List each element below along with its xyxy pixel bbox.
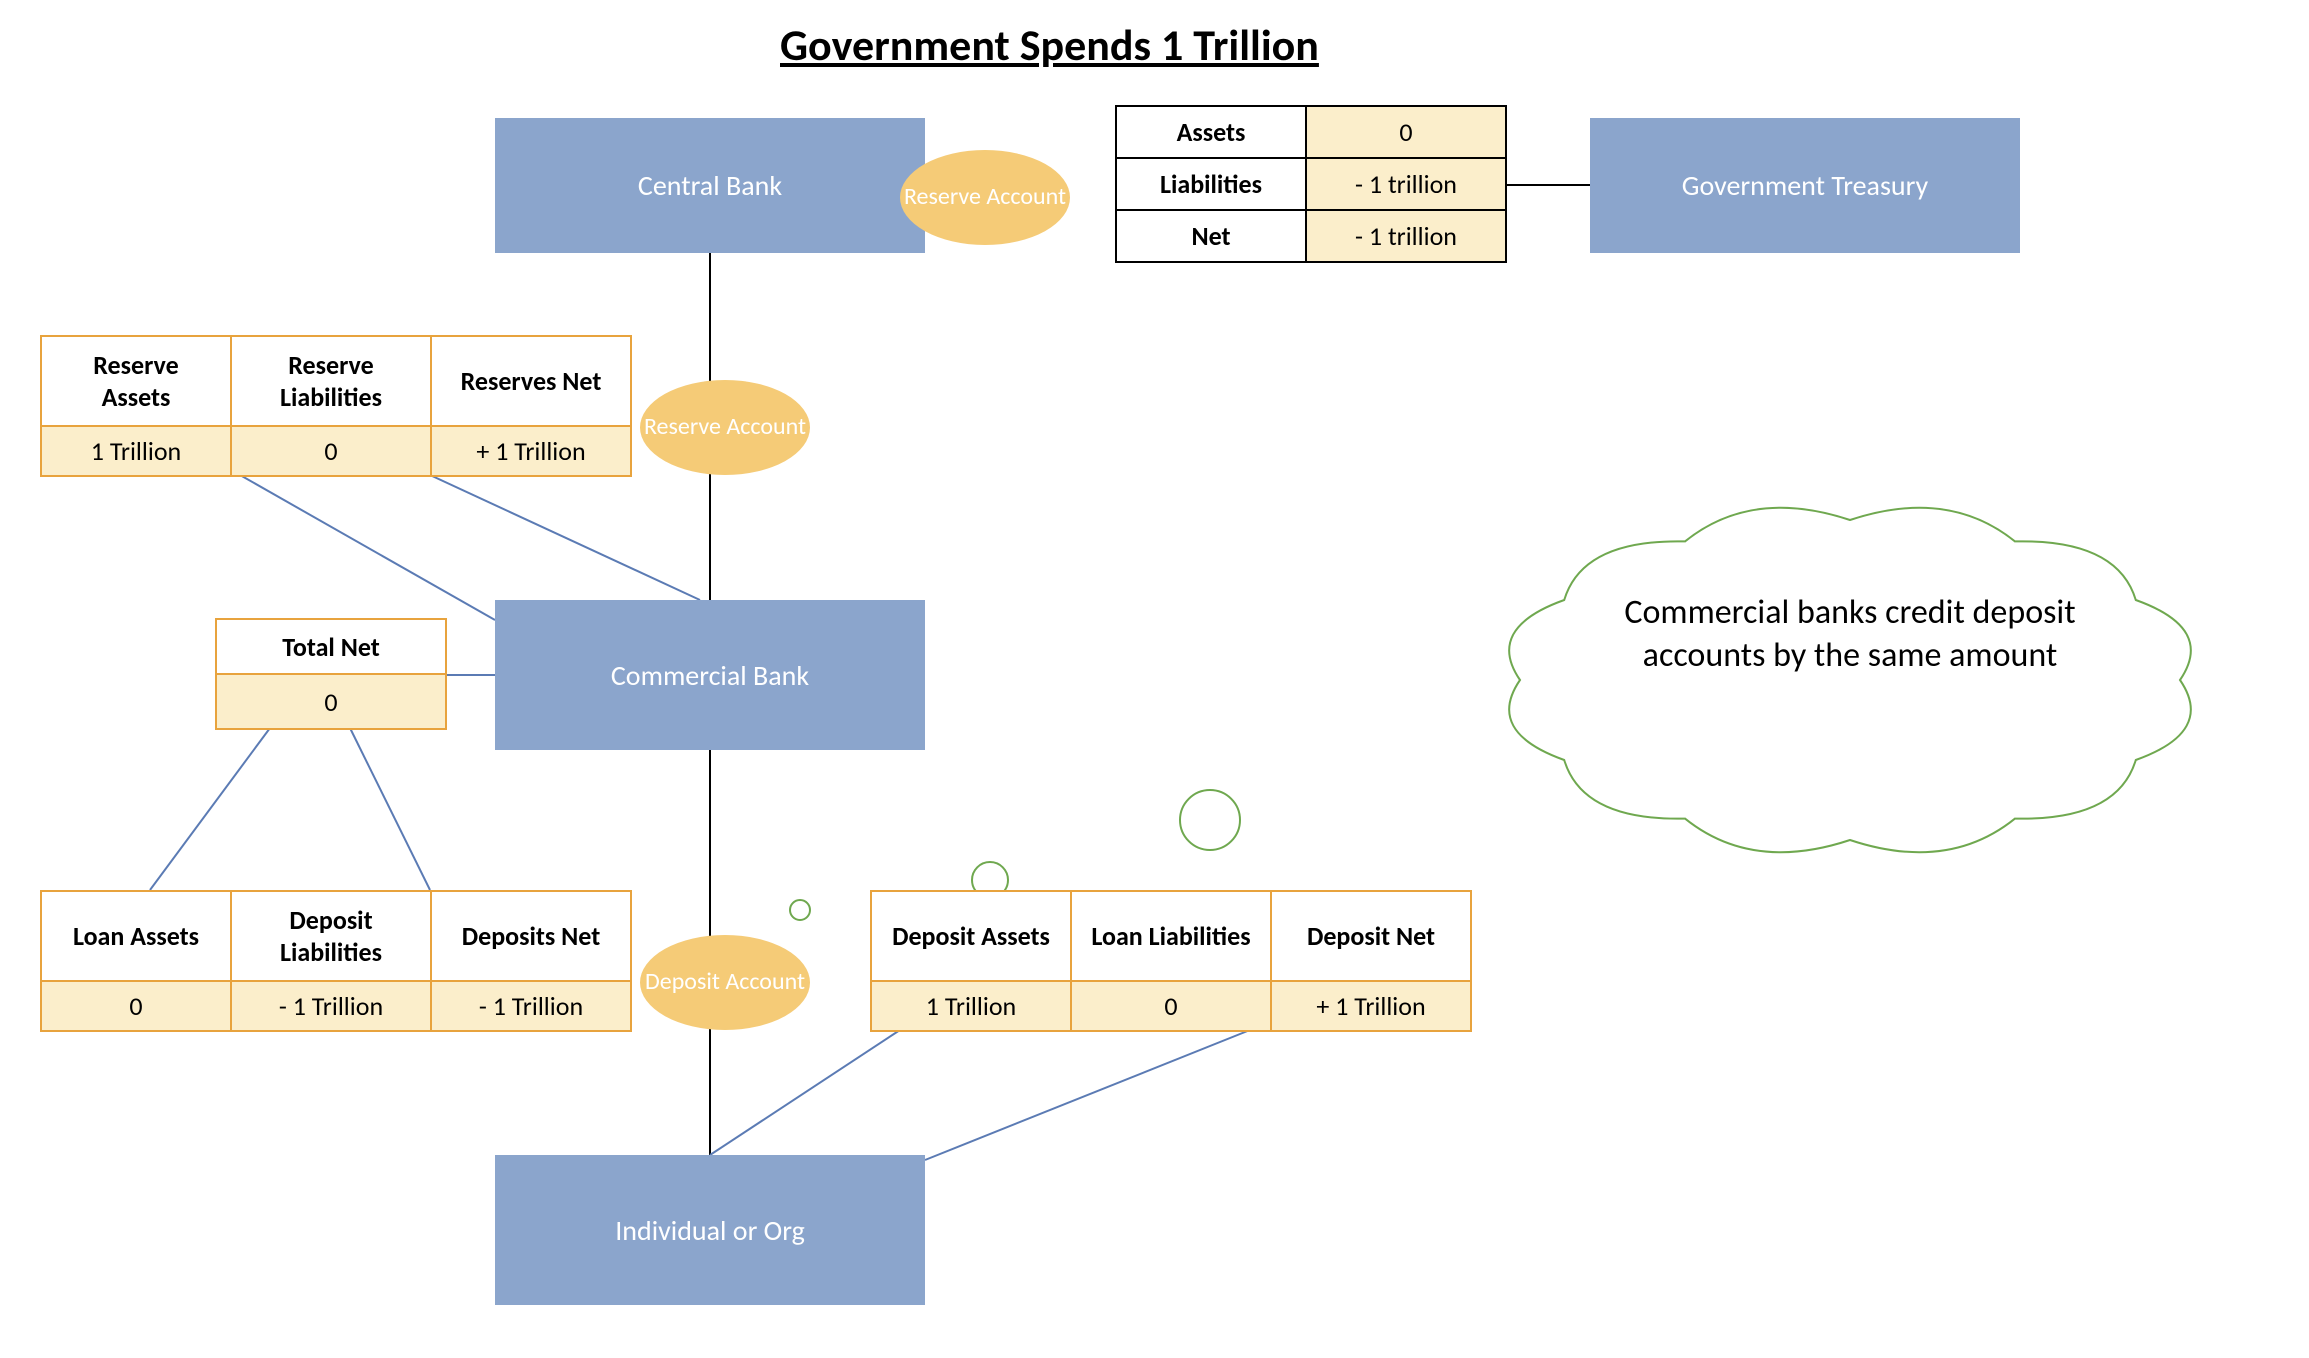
table-cell: 0 (231, 426, 431, 476)
table-cell: 0 (216, 674, 446, 729)
table-col-header: Reserves Net (431, 336, 631, 426)
table-col-header: Total Net (216, 619, 446, 674)
table-cell: 1 Trillion (871, 981, 1071, 1031)
table-cell: 0 (41, 981, 231, 1031)
table-cell: 1 Trillion (41, 426, 231, 476)
node-commercial-bank: Commercial Bank (495, 600, 925, 750)
table-col-header: Loan Liabilities (1071, 891, 1271, 981)
table-col-header: Loan Assets (41, 891, 231, 981)
oval-deposit-account: Deposit Account (640, 935, 810, 1030)
table-total-net: Total Net0 (215, 618, 447, 730)
table-col-header: Reserve Liabilities (231, 336, 431, 426)
table-cell: - 1 Trillion (231, 981, 431, 1031)
oval-reserve-account-top: Reserve Account (900, 150, 1070, 245)
table-cell: 0 (1071, 981, 1271, 1031)
page-title: Government Spends 1 Trillion (780, 18, 1319, 72)
table-row-value: - 1 trillion (1306, 158, 1506, 210)
node-individual: Individual or Org (495, 1155, 925, 1305)
table-row-label: Liabilities (1116, 158, 1306, 210)
table-row-label: Assets (1116, 106, 1306, 158)
table-col-header: Reserve Assets (41, 336, 231, 426)
table-col-header: Deposit Net (1271, 891, 1471, 981)
table-deposits: Deposit AssetsLoan LiabilitiesDeposit Ne… (870, 890, 1472, 1032)
table-reserves: Reserve AssetsReserve LiabilitiesReserve… (40, 335, 632, 477)
table-row-value: 0 (1306, 106, 1506, 158)
table-treasury-account: Assets0Liabilities- 1 trillionNet- 1 tri… (1115, 105, 1507, 263)
table-row-label: Net (1116, 210, 1306, 262)
table-cell: - 1 Trillion (431, 981, 631, 1031)
table-row-value: - 1 trillion (1306, 210, 1506, 262)
cloud-caption: Commercial banks credit deposit accounts… (1593, 592, 2108, 677)
node-treasury: Government Treasury (1590, 118, 2020, 253)
table-col-header: Deposit Liabilities (231, 891, 431, 981)
table-cell: + 1 Trillion (1271, 981, 1471, 1031)
table-loans: Loan AssetsDeposit LiabilitiesDeposits N… (40, 890, 632, 1032)
table-col-header: Deposits Net (431, 891, 631, 981)
diagram-canvas: Government Spends 1 Trillion Central Ban… (0, 0, 2309, 1358)
node-central-bank: Central Bank (495, 118, 925, 253)
oval-reserve-account-mid: Reserve Account (640, 380, 810, 475)
table-cell: + 1 Trillion (431, 426, 631, 476)
table-col-header: Deposit Assets (871, 891, 1071, 981)
